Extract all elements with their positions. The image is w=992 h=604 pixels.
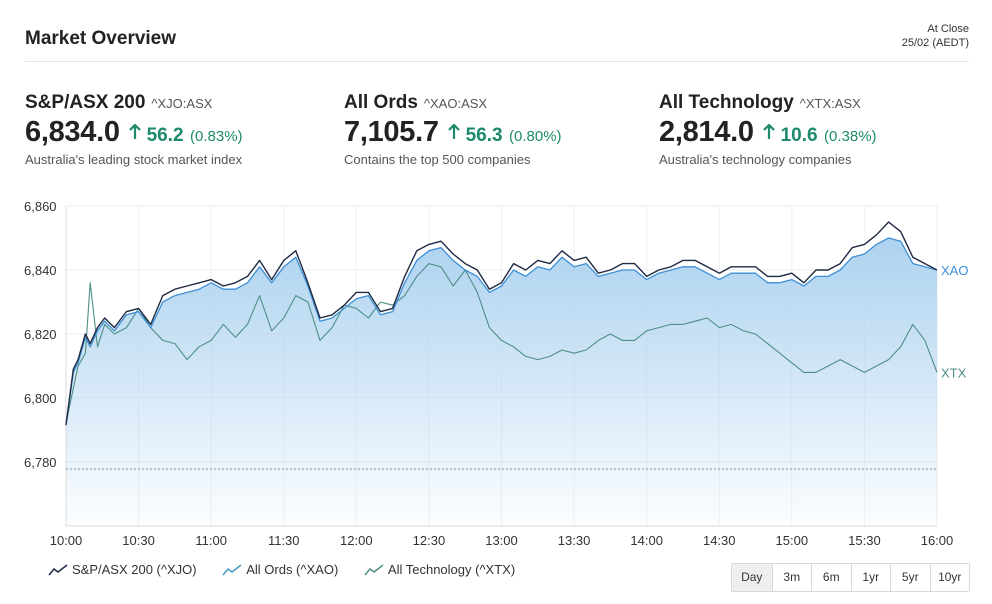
- index-description: Australia's leading stock market index: [25, 152, 243, 167]
- index-description: Contains the top 500 companies: [344, 152, 531, 167]
- line-chart-icon: [48, 564, 68, 576]
- index-change: 56.3: [465, 125, 503, 146]
- intraday-line-chart[interactable]: 6,780 6,800 6,820 6,840 6,860 10:00 10:30 11:00…: [0, 190, 992, 555]
- page-header: Market Overview At Close 25/02 (AEDT): [25, 22, 969, 62]
- series-end-label: XAO: [941, 263, 968, 278]
- index-name: All Ords: [344, 92, 418, 113]
- market-date: 25/02 (AEDT): [901, 37, 969, 49]
- arrow-up-icon: [129, 124, 141, 139]
- x-tick-label: 14:00: [630, 533, 663, 548]
- range-6m-button[interactable]: 6m: [811, 564, 851, 591]
- index-value: 6,834.0: [25, 116, 120, 148]
- page-title: Market Overview: [25, 28, 177, 49]
- line-chart-icon: [364, 564, 384, 576]
- y-tick-label: 6,800: [24, 391, 57, 406]
- legend-label: All Technology (^XTX): [387, 562, 516, 577]
- legend-item-xao[interactable]: All Ords (^XAO): [222, 562, 338, 577]
- x-tick-label: 12:30: [413, 533, 446, 548]
- index-value: 2,814.0: [659, 116, 754, 148]
- x-tick-label: 10:00: [50, 533, 83, 548]
- x-tick-label: 16:00: [921, 533, 954, 548]
- x-tick-label: 14:30: [703, 533, 736, 548]
- index-name: S&P/ASX 200: [25, 92, 146, 113]
- index-change: 10.6: [780, 125, 818, 146]
- x-tick-label: 12:00: [340, 533, 373, 548]
- chart-legend: S&P/ASX 200 (^XJO) All Ords (^XAO) All T…: [48, 562, 537, 577]
- index-value: 7,105.7: [344, 116, 439, 148]
- xjo-series-line[interactable]: [65, 221, 938, 426]
- x-tick-label: 11:00: [195, 533, 227, 548]
- index-description: Australia's technology companies: [659, 152, 852, 167]
- arrow-up-icon: [763, 124, 775, 139]
- legend-label: S&P/ASX 200 (^XJO): [72, 562, 197, 577]
- range-1yr-button[interactable]: 1yr: [850, 564, 890, 591]
- legend-item-xtx[interactable]: All Technology (^XTX): [364, 562, 515, 577]
- index-change-percent: (0.83%): [190, 128, 243, 145]
- range-day-button[interactable]: Day: [732, 564, 772, 591]
- index-code: ^XJO:ASX: [151, 96, 213, 111]
- x-tick-label: 11:30: [268, 533, 300, 548]
- x-tick-label: 13:00: [485, 533, 518, 548]
- range-3m-button[interactable]: 3m: [771, 564, 811, 591]
- legend-item-xjo[interactable]: S&P/ASX 200 (^XJO): [48, 562, 197, 577]
- y-tick-label: 6,840: [24, 263, 57, 278]
- xao-area-fill: [66, 238, 937, 526]
- market-status-line: At Close: [927, 23, 969, 35]
- index-code: ^XAO:ASX: [423, 96, 488, 111]
- range-10yr-button[interactable]: 10yr: [929, 564, 969, 591]
- time-range-selector: Day 3m 6m 1yr 5yr 10yr: [731, 563, 970, 592]
- line-chart-icon: [222, 564, 242, 576]
- index-change-percent: (0.80%): [509, 128, 562, 145]
- range-5yr-button[interactable]: 5yr: [890, 564, 930, 591]
- x-tick-label: 10:30: [122, 533, 155, 548]
- x-tick-label: 15:00: [776, 533, 809, 548]
- market-status: At Close 25/02 (AEDT): [902, 22, 969, 50]
- xtx-series-line[interactable]: [65, 263, 938, 424]
- index-code: ^XTX:ASX: [799, 96, 861, 111]
- y-tick-label: 6,780: [24, 455, 57, 470]
- index-name: All Technology: [659, 92, 794, 113]
- x-tick-label: 15:30: [848, 533, 881, 548]
- xao-series-line[interactable]: [65, 237, 938, 424]
- index-card-xao[interactable]: All Ords ^XAO:ASX 7,105.7 56.3 (0.80%) Co…: [344, 92, 562, 167]
- x-tick-label: 13:30: [558, 533, 591, 548]
- series-end-label: XTX: [941, 365, 967, 380]
- index-change-percent: (0.38%): [824, 128, 877, 145]
- index-card-xjo[interactable]: S&P/ASX 200 ^XJO:ASX 6,834.0 56.2 (0.83%)…: [25, 92, 243, 167]
- y-tick-label: 6,820: [24, 327, 57, 342]
- y-tick-label: 6,860: [24, 199, 57, 214]
- arrow-up-icon: [448, 124, 460, 139]
- index-card-xtx[interactable]: All Technology ^XTX:ASX 2,814.0 10.6 (0.3…: [659, 92, 877, 167]
- legend-label: All Ords (^XAO): [246, 562, 339, 577]
- index-change: 56.2: [146, 125, 184, 146]
